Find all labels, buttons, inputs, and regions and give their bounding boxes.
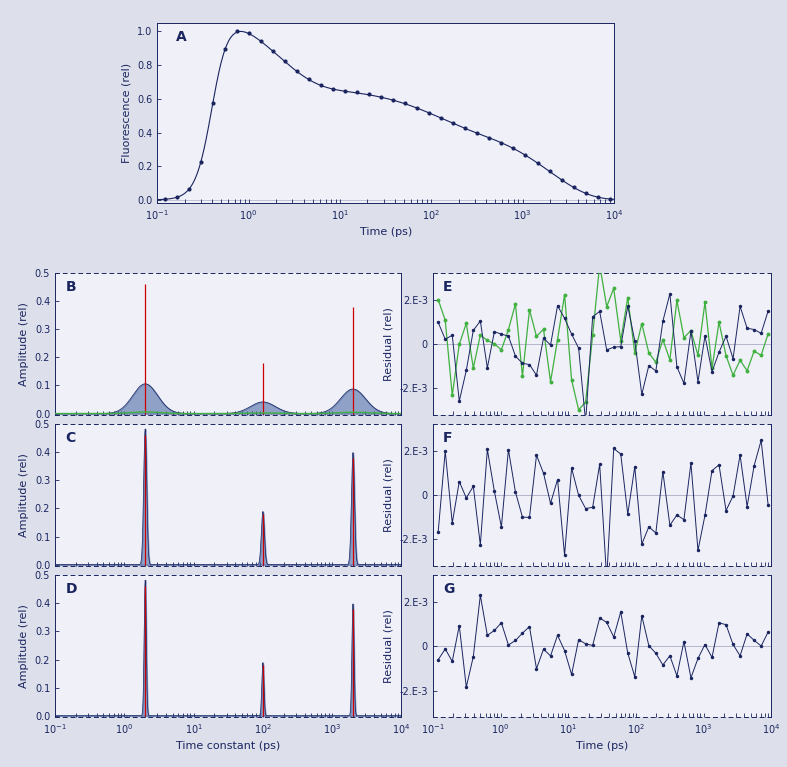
Text: D: D <box>65 582 77 597</box>
Text: B: B <box>65 280 76 295</box>
Text: F: F <box>443 431 453 446</box>
Y-axis label: Amplitude (rel): Amplitude (rel) <box>20 604 29 688</box>
Text: E: E <box>443 280 453 295</box>
X-axis label: Time constant (ps): Time constant (ps) <box>176 742 280 752</box>
X-axis label: Time (ps): Time (ps) <box>576 742 628 752</box>
Text: C: C <box>65 431 76 446</box>
Y-axis label: Residual (rel): Residual (rel) <box>384 609 394 683</box>
Text: A: A <box>176 30 187 44</box>
Y-axis label: Fluorescence (rel): Fluorescence (rel) <box>122 63 131 163</box>
X-axis label: Time (ps): Time (ps) <box>360 228 412 238</box>
Text: G: G <box>443 582 454 597</box>
Y-axis label: Residual (rel): Residual (rel) <box>384 458 394 532</box>
Y-axis label: Amplitude (rel): Amplitude (rel) <box>20 302 29 386</box>
Y-axis label: Residual (rel): Residual (rel) <box>384 307 394 381</box>
Y-axis label: Amplitude (rel): Amplitude (rel) <box>20 453 29 537</box>
